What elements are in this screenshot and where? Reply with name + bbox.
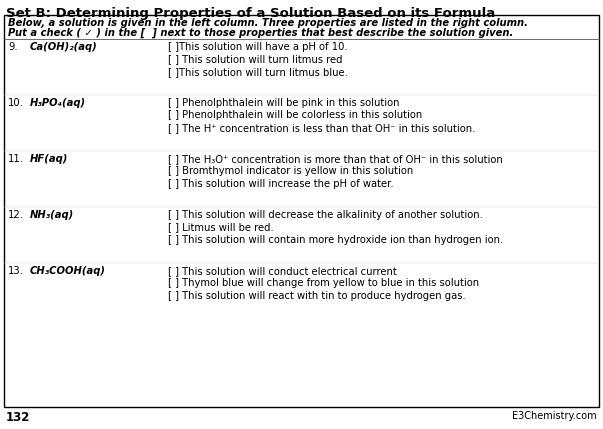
Text: [ ]This solution will have a pH of 10.: [ ]This solution will have a pH of 10.	[168, 42, 347, 52]
Text: [ ] The H⁺ concentration is less than that OH⁻ in this solution.: [ ] The H⁺ concentration is less than th…	[168, 123, 475, 133]
Text: [ ] Thymol blue will change from yellow to blue in this solution: [ ] Thymol blue will change from yellow …	[168, 278, 479, 288]
Text: Ca(OH)₂(aq): Ca(OH)₂(aq)	[30, 42, 98, 52]
Text: 9.: 9.	[8, 42, 17, 52]
Text: [ ] This solution will turn litmus red: [ ] This solution will turn litmus red	[168, 54, 343, 64]
Text: Put a check ( ✓ ) in the [  ] next to those properties that best describe the so: Put a check ( ✓ ) in the [ ] next to tho…	[8, 28, 513, 38]
Text: [ ] The H₃O⁺ concentration is more than that of OH⁻ in this solution: [ ] The H₃O⁺ concentration is more than …	[168, 154, 503, 164]
Text: H₃PO₄(aq): H₃PO₄(aq)	[30, 98, 86, 108]
Text: NH₃(aq): NH₃(aq)	[30, 210, 74, 220]
Text: 132: 132	[6, 411, 30, 424]
Text: 10.: 10.	[8, 98, 24, 108]
Text: Set B: Determining Properties of a Solution Based on its Formula: Set B: Determining Properties of a Solut…	[6, 7, 495, 20]
Text: [ ] This solution will react with tin to produce hydrogen gas.: [ ] This solution will react with tin to…	[168, 291, 466, 301]
Text: [ ] Litmus will be red.: [ ] Litmus will be red.	[168, 223, 274, 233]
Text: Below, a solution is given in the left column. Three properties are listed in th: Below, a solution is given in the left c…	[8, 18, 528, 28]
Text: 13.: 13.	[8, 266, 24, 276]
Text: [ ] Phenolphthalein will be colorless in this solution: [ ] Phenolphthalein will be colorless in…	[168, 111, 422, 121]
Text: [ ] This solution will contain more hydroxide ion than hydrogen ion.: [ ] This solution will contain more hydr…	[168, 235, 504, 245]
Text: [ ] This solution will conduct electrical current: [ ] This solution will conduct electrica…	[168, 266, 397, 276]
Text: [ ] Bromthymol indicator is yellow in this solution: [ ] Bromthymol indicator is yellow in th…	[168, 166, 413, 176]
Text: 12.: 12.	[8, 210, 24, 220]
FancyBboxPatch shape	[4, 15, 599, 407]
Text: [ ] This solution will decrease the alkalinity of another solution.: [ ] This solution will decrease the alka…	[168, 210, 483, 220]
Text: 11.: 11.	[8, 154, 24, 164]
Text: HF(aq): HF(aq)	[30, 154, 68, 164]
Text: E3Chemistry.com: E3Chemistry.com	[513, 411, 597, 421]
Text: [ ] This solution will increase the pH of water.: [ ] This solution will increase the pH o…	[168, 179, 394, 189]
Text: CH₃COOH(aq): CH₃COOH(aq)	[30, 266, 106, 276]
Text: [ ]This solution will turn litmus blue.: [ ]This solution will turn litmus blue.	[168, 67, 348, 77]
Text: [ ] Phenolphthalein will be pink in this solution: [ ] Phenolphthalein will be pink in this…	[168, 98, 400, 108]
